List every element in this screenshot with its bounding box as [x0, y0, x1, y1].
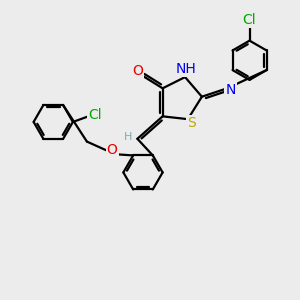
Text: Cl: Cl	[88, 108, 102, 122]
Text: H: H	[123, 132, 132, 142]
Text: O: O	[107, 143, 118, 157]
Text: S: S	[187, 116, 196, 130]
Text: Cl: Cl	[243, 13, 256, 27]
Text: NH: NH	[176, 62, 197, 76]
Text: N: N	[225, 83, 236, 97]
Text: O: O	[132, 64, 143, 79]
